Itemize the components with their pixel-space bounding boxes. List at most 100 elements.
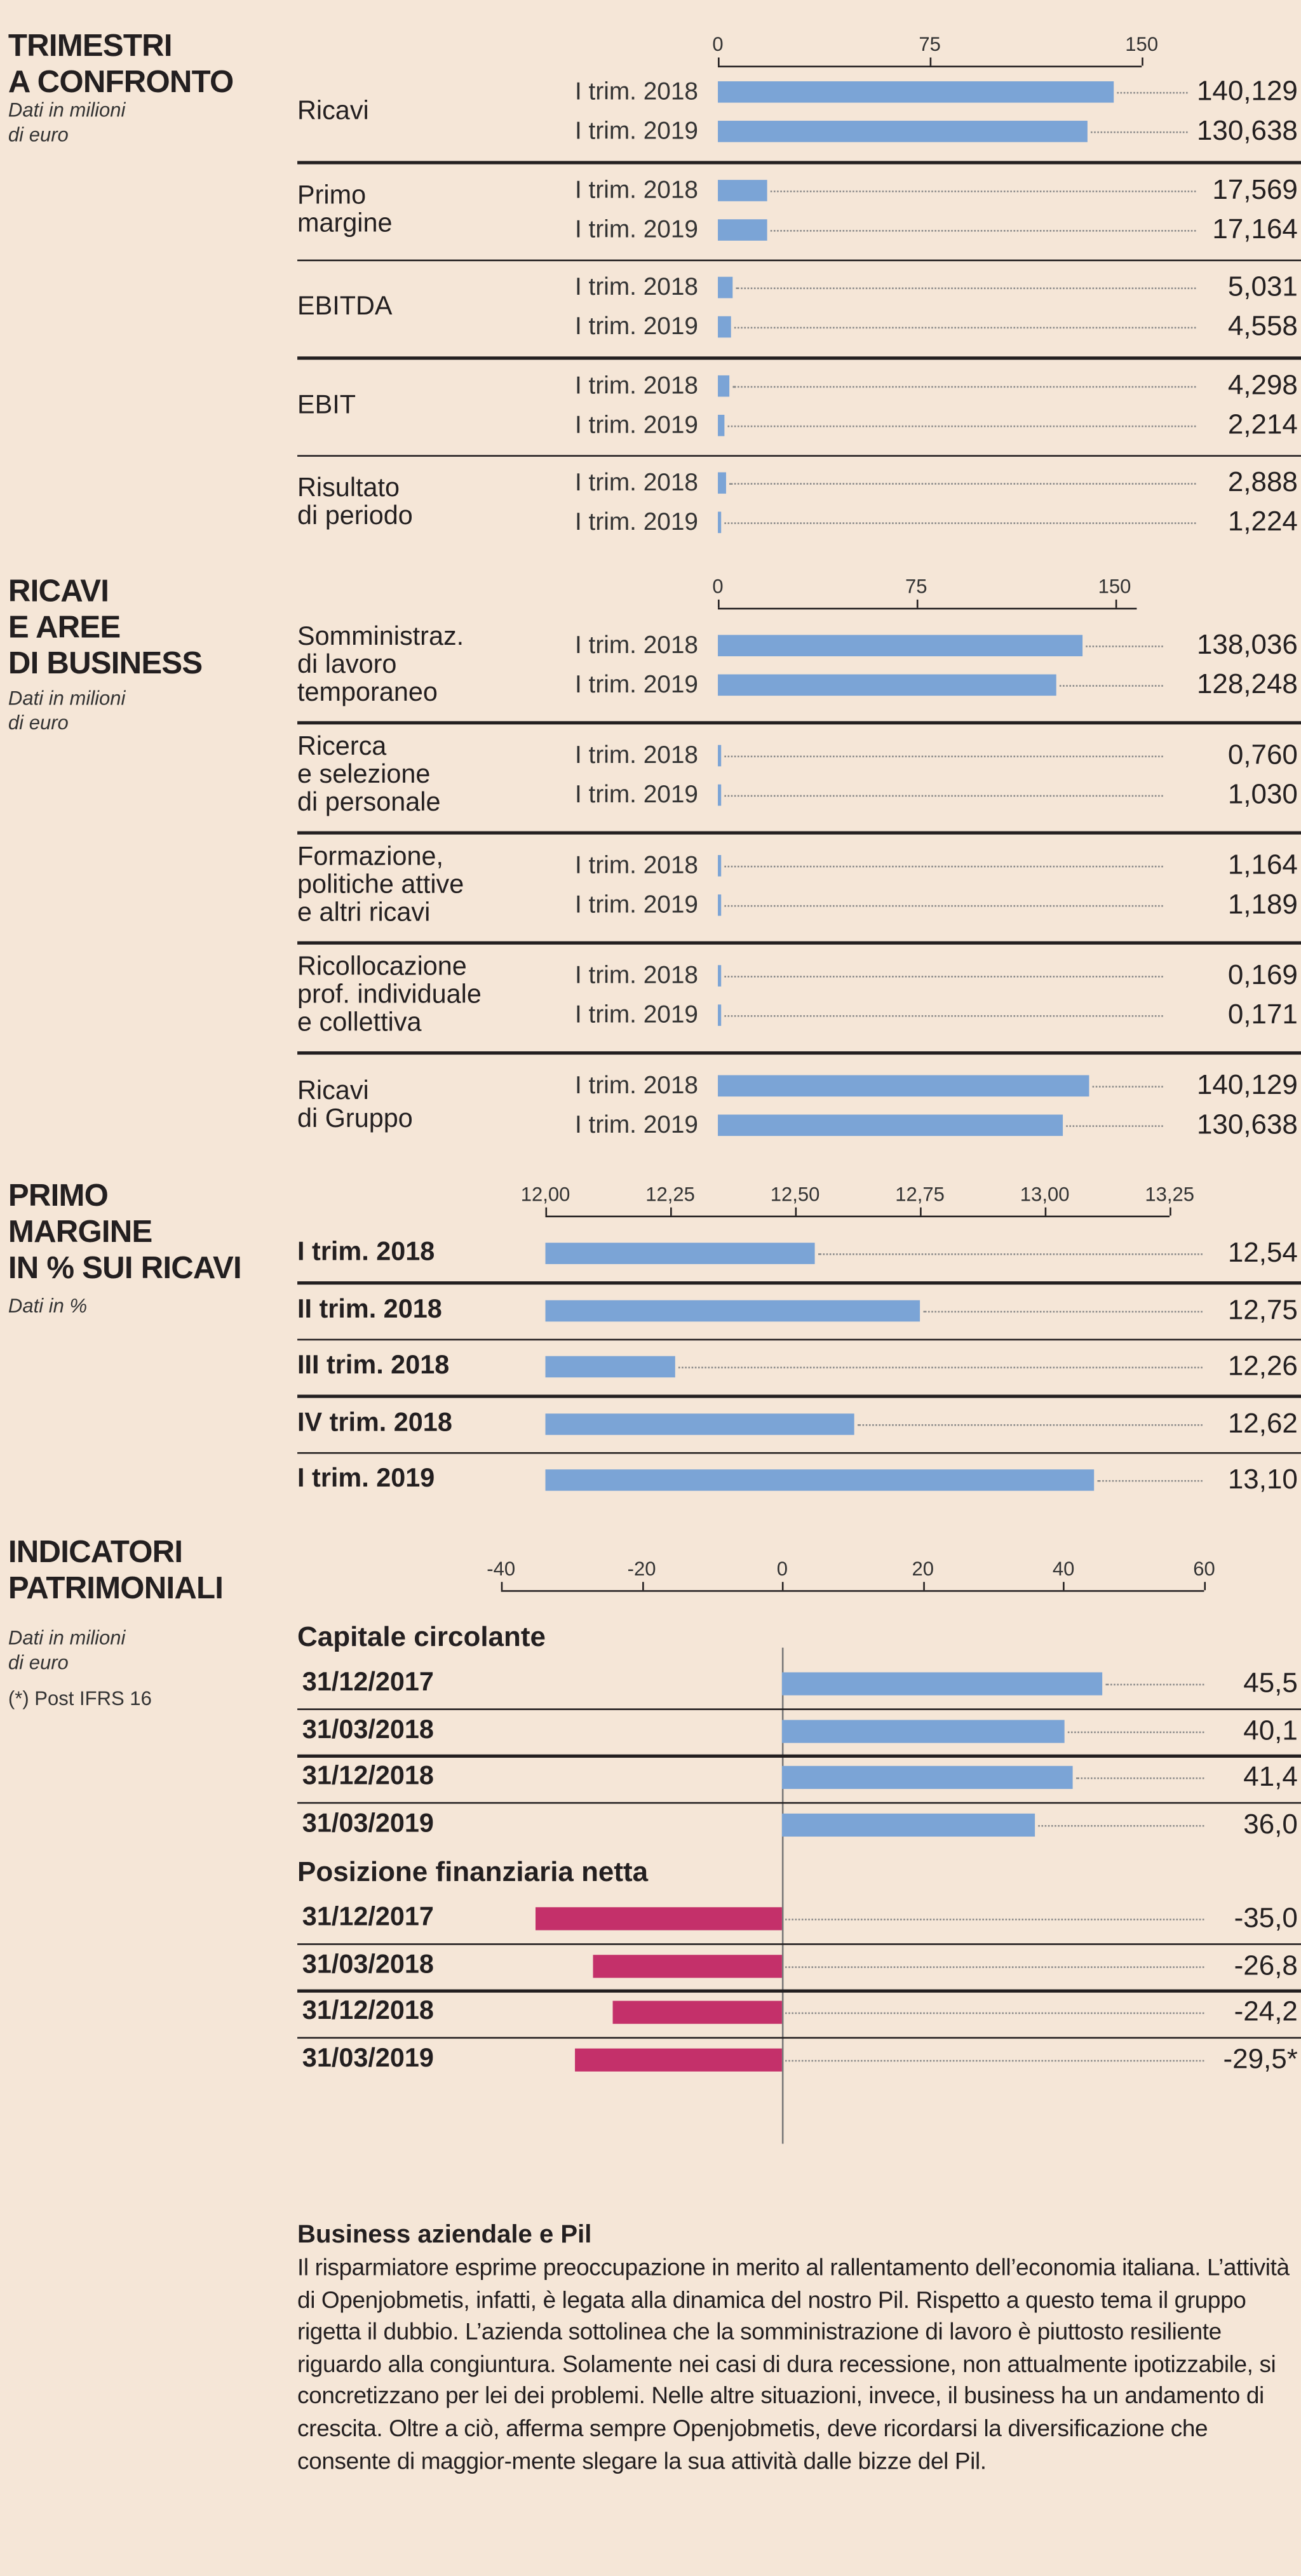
x-axis-tick: [1044, 1207, 1047, 1216]
section-subtitle: Dati in milioni di euro: [8, 686, 126, 734]
category-label: I trim. 2018: [297, 1238, 435, 1267]
bar: [718, 894, 721, 916]
x-tick-label: 12,50: [770, 1182, 820, 1206]
leader-line: [724, 865, 1163, 868]
value-label: -26,8: [1234, 1949, 1298, 1981]
x-tick-label: 75: [919, 32, 941, 56]
bar: [545, 1243, 816, 1264]
leader-line: [724, 795, 1163, 797]
value-label: 0,171: [1227, 999, 1298, 1030]
x-tick-label: 12,00: [520, 1182, 570, 1206]
category-label: II trim. 2018: [297, 1295, 442, 1323]
x-axis-tick: [1142, 57, 1143, 66]
bar: [718, 374, 731, 396]
value-label: 5,031: [1227, 271, 1298, 302]
group-label: Somministraz. di lavoro temporaneo: [297, 623, 464, 708]
x-axis-tick: [795, 1207, 797, 1216]
row-separator: [297, 1394, 1301, 1398]
group-separator: [297, 161, 1301, 164]
x-axis-tick: [916, 599, 918, 608]
value-label: 36,0: [1243, 1807, 1298, 1839]
bar: [574, 2047, 783, 2071]
row-separator: [297, 1989, 1301, 1992]
value-label: 45,5: [1243, 1667, 1298, 1699]
bar: [718, 854, 721, 877]
x-axis-line: [718, 607, 1137, 610]
bar: [718, 81, 1114, 103]
period-label: I trim. 2019: [574, 1001, 699, 1030]
period-label: I trim. 2019: [574, 781, 699, 809]
period-label: I trim. 2019: [574, 410, 699, 439]
leader-line: [1067, 1730, 1204, 1732]
section-title: RICAVI E AREE DI BUSINESS: [8, 575, 203, 682]
leader-line: [1105, 1683, 1204, 1686]
category-label: 31/03/2019: [302, 1809, 434, 1838]
category-label: 31/03/2018: [302, 1715, 434, 1744]
bar: [782, 1765, 1074, 1790]
group-label: Risultato di periodo: [297, 475, 413, 531]
x-tick-label: 60: [1193, 1557, 1215, 1581]
leader-line: [1067, 1125, 1163, 1127]
group-label: Ricavi di Gruppo: [297, 1077, 413, 1134]
leader-line: [785, 1966, 1204, 1967]
bar: [593, 1953, 783, 1978]
section-subtitle: Dati in %: [8, 1294, 88, 1318]
bar: [718, 674, 1057, 696]
period-label: I trim. 2019: [574, 508, 699, 537]
section-subtitle: Dati in milioni di euro: [8, 98, 126, 147]
value-label: 12,75: [1227, 1293, 1298, 1325]
leader-line: [818, 1253, 1203, 1255]
bar: [545, 1469, 1095, 1491]
row-separator: [297, 1754, 1301, 1757]
group-separator: [297, 259, 1301, 262]
leader-line: [724, 522, 1196, 524]
period-label: I trim. 2018: [574, 273, 699, 302]
group-label: Ricollocazione prof. individuale e colle…: [297, 954, 482, 1037]
value-label: 13,10: [1227, 1464, 1298, 1495]
bar: [545, 1299, 920, 1321]
section-title: INDICATORI PATRIMONIALI: [8, 1535, 224, 1607]
bar: [782, 1719, 1065, 1743]
leader-line: [1038, 1824, 1204, 1826]
value-label: 130,638: [1196, 1109, 1298, 1140]
group-label: Ricerca e selezione di personale: [297, 733, 441, 818]
x-tick-label: -20: [627, 1557, 656, 1581]
bar: [612, 2000, 783, 2024]
leader-line: [785, 2012, 1204, 2014]
leader-line: [733, 385, 1196, 387]
row-separator: [297, 1281, 1301, 1284]
x-tick-label: 0: [712, 575, 724, 598]
x-axis-tick: [1204, 1582, 1206, 1591]
leader-line: [724, 976, 1163, 978]
leader-line: [923, 1310, 1203, 1312]
category-label: 31/03/2018: [302, 1950, 434, 1979]
bar: [718, 472, 726, 494]
section-title: TRIMESTRI A CONFRONTO: [8, 29, 234, 100]
section-subtitle: Dati in milioni di euro: [8, 1626, 126, 1675]
x-tick-label: 20: [912, 1557, 934, 1581]
footnote: (*) Post IFRS 16: [8, 1687, 152, 1710]
value-label: -29,5*: [1223, 2042, 1298, 2074]
row-separator: [297, 1451, 1301, 1454]
leader-line: [1076, 1777, 1204, 1779]
x-axis-tick: [642, 1582, 644, 1591]
category-label: 31/12/2018: [302, 1762, 434, 1791]
bar: [718, 1004, 720, 1026]
value-label: 128,248: [1196, 668, 1298, 700]
category-label: 31/12/2017: [302, 1669, 434, 1697]
x-axis-tick: [782, 1582, 784, 1591]
leader-line: [785, 2059, 1204, 2061]
value-label: 1,030: [1227, 778, 1298, 810]
x-tick-label: 12,75: [895, 1182, 945, 1206]
period-label: I trim. 2018: [574, 175, 699, 204]
value-label: 17,164: [1212, 212, 1298, 245]
group-label: Formazione, politiche attive e altri ric…: [297, 843, 464, 927]
period-label: I trim. 2018: [574, 851, 699, 880]
row-separator: [297, 1801, 1301, 1804]
x-axis-tick: [1170, 1207, 1171, 1216]
period-label: I trim. 2019: [574, 671, 699, 699]
category-label: I trim. 2019: [297, 1465, 435, 1494]
x-tick-label: 13,25: [1145, 1182, 1194, 1206]
value-label: 1,164: [1227, 849, 1298, 881]
